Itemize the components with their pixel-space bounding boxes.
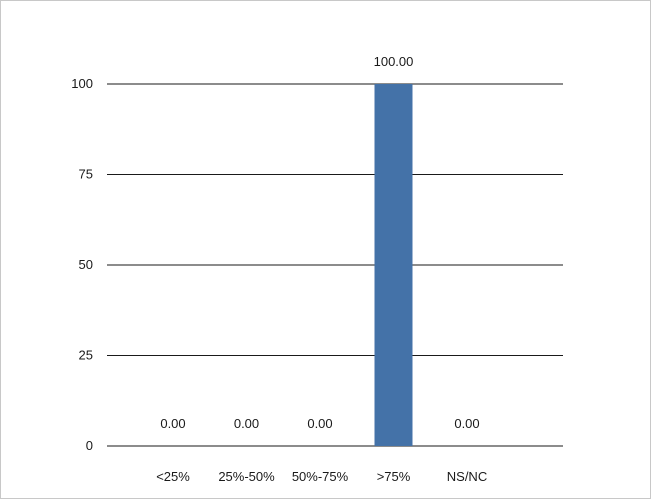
y-tick-label: 0 <box>86 438 93 453</box>
x-tick-label: >75% <box>377 469 411 484</box>
y-tick-label: 75 <box>79 167 93 182</box>
bar <box>374 84 413 446</box>
data-label: 0.00 <box>234 416 259 431</box>
x-tick-label: NS/NC <box>447 469 487 484</box>
data-label: 100.00 <box>374 54 414 69</box>
gridlines <box>107 83 563 447</box>
bars <box>374 84 413 446</box>
data-labels: 0.00 0.00 0.00 100.00 0.00 <box>160 54 479 431</box>
x-tick-label: 50%-75% <box>292 469 349 484</box>
data-label: 0.00 <box>160 416 185 431</box>
y-tick-label: 100 <box>71 76 93 91</box>
y-tick-label: 50 <box>79 257 93 272</box>
x-tick-label: 25%-50% <box>218 469 275 484</box>
y-axis-tick-labels: 0 25 50 75 100 <box>71 76 93 453</box>
x-axis-tick-labels: <25% 25%-50% 50%-75% >75% NS/NC <box>156 469 487 484</box>
x-tick-label: <25% <box>156 469 190 484</box>
y-tick-label: 25 <box>79 348 93 363</box>
data-label: 0.00 <box>454 416 479 431</box>
data-label: 0.00 <box>307 416 332 431</box>
